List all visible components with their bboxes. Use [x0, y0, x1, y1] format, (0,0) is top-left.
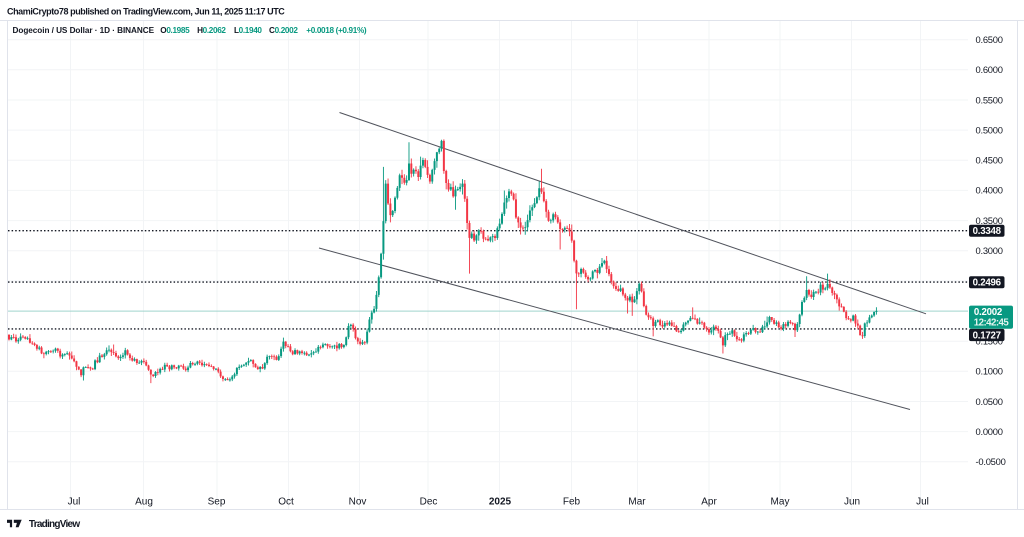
svg-text:Jun: Jun [844, 497, 860, 508]
svg-text:0.5000: 0.5000 [976, 124, 1003, 135]
svg-text:0.6500: 0.6500 [976, 34, 1003, 45]
svg-text:0.0500: 0.0500 [976, 396, 1003, 407]
svg-text:Aug: Aug [135, 497, 153, 508]
svg-text:May: May [771, 497, 790, 508]
svg-text:Nov: Nov [349, 497, 367, 508]
svg-text:Oct: Oct [278, 497, 294, 508]
svg-text:+0.0018 (+0.91%): +0.0018 (+0.91%) [306, 26, 367, 35]
svg-text:0.4500: 0.4500 [976, 155, 1003, 166]
svg-text:L0.1940: L0.1940 [234, 26, 262, 35]
svg-text:0.1000: 0.1000 [976, 366, 1003, 377]
svg-text:0.5500: 0.5500 [976, 94, 1003, 105]
svg-text:C0.2002: C0.2002 [269, 26, 298, 35]
svg-text:ChamiCrypto78 published on Tra: ChamiCrypto78 published on TradingView.c… [7, 6, 285, 16]
svg-text:Feb: Feb [563, 497, 581, 508]
svg-text:0.3500: 0.3500 [976, 215, 1003, 226]
svg-text:Jul: Jul [68, 497, 81, 508]
svg-text:Dogecoin / US Dollar · 1D · BI: Dogecoin / US Dollar · 1D · BINANCE [13, 26, 155, 35]
svg-text:0.1727: 0.1727 [973, 331, 1001, 342]
svg-text:0.3000: 0.3000 [976, 245, 1003, 256]
svg-text:2025: 2025 [489, 497, 512, 508]
svg-text:0.4000: 0.4000 [976, 185, 1003, 196]
svg-text:H0.2062: H0.2062 [197, 26, 226, 35]
svg-text:Apr: Apr [701, 497, 717, 508]
svg-text:O0.1985: O0.1985 [160, 26, 190, 35]
svg-text:0.2002: 0.2002 [974, 307, 1002, 318]
svg-text:0.0000: 0.0000 [976, 426, 1003, 437]
svg-text:-0.0500: -0.0500 [976, 456, 1006, 467]
svg-text:Jul: Jul [916, 497, 929, 508]
svg-text:0.2496: 0.2496 [973, 278, 1002, 289]
svg-text:Dec: Dec [420, 497, 438, 508]
svg-text:0.6000: 0.6000 [976, 64, 1003, 75]
svg-text:Mar: Mar [628, 497, 646, 508]
svg-text:0.3348: 0.3348 [973, 226, 1002, 237]
svg-text:Sep: Sep [208, 497, 226, 508]
svg-text:TradingView: TradingView [29, 519, 80, 530]
svg-text:12:42:45: 12:42:45 [974, 318, 1010, 329]
